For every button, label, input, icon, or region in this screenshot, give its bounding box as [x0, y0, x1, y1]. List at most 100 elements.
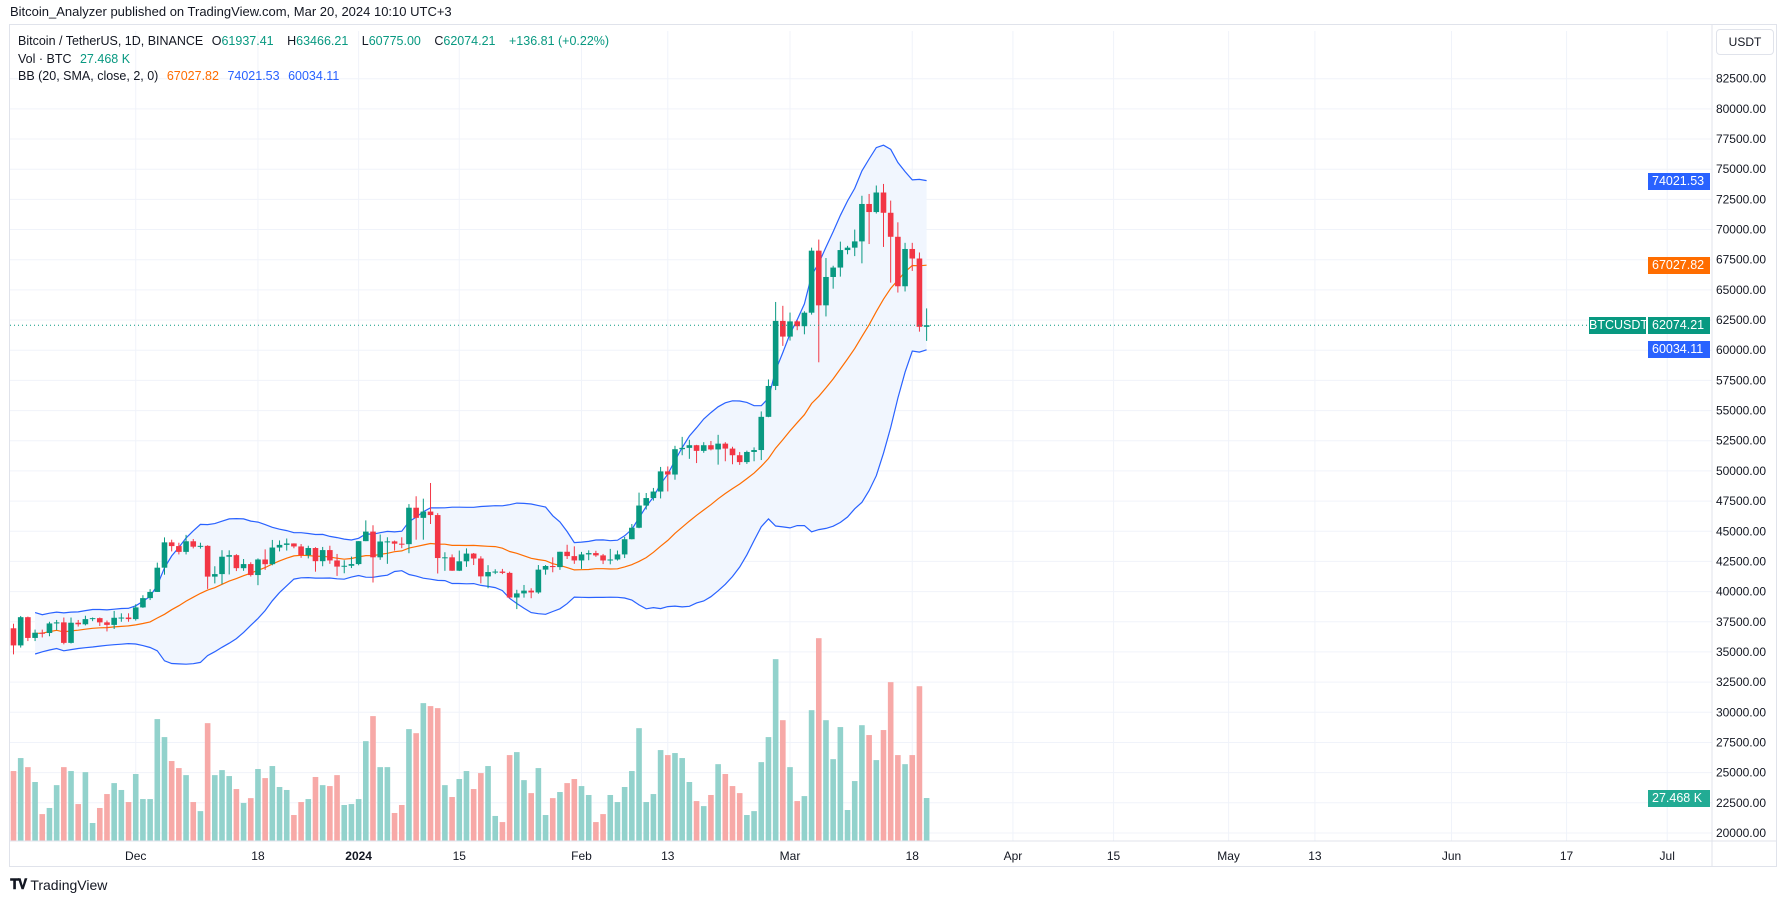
candle-body	[370, 531, 376, 558]
candle-body	[25, 617, 31, 638]
candle	[815, 239, 822, 363]
price-tick-label: 37500.00	[1716, 615, 1766, 629]
currency-button[interactable]: USDT	[1716, 29, 1774, 55]
volume-bar	[111, 783, 117, 841]
candle	[823, 258, 829, 317]
candle	[780, 305, 786, 346]
candle	[226, 550, 232, 575]
candle-body	[75, 622, 82, 625]
candle-body	[161, 542, 168, 568]
candle	[298, 544, 304, 558]
candle	[492, 569, 499, 575]
candle	[363, 520, 369, 542]
volume-bar	[427, 706, 434, 841]
volume-bar	[61, 767, 67, 841]
candle-body	[643, 498, 650, 506]
volume-bar	[895, 755, 901, 841]
candle	[902, 242, 908, 292]
candle-body	[226, 555, 232, 557]
candle	[183, 534, 189, 555]
candle-body	[485, 572, 491, 577]
volume-bar	[140, 799, 146, 841]
candle-body	[111, 617, 117, 625]
candle-body	[514, 593, 520, 598]
candle-body	[528, 590, 534, 593]
candle	[600, 553, 606, 565]
price-tick-label: 60000.00	[1716, 343, 1766, 357]
candle-body	[636, 505, 642, 528]
candle	[283, 538, 290, 551]
candle	[593, 550, 599, 557]
volume-bar	[787, 767, 793, 841]
volume-bar	[514, 752, 520, 841]
time-tick-label: 13	[1308, 849, 1322, 863]
price-tick-label: 20000.00	[1716, 826, 1766, 840]
footer: 𝐓𝐕 TradingView	[10, 876, 107, 893]
time-tick-label: 18	[251, 849, 265, 863]
candle-body	[765, 385, 772, 417]
volume-bar	[154, 719, 161, 841]
volume-bar	[830, 759, 836, 841]
time-tick-label: Dec	[125, 849, 146, 863]
candle	[449, 554, 455, 571]
legend-close: 62074.21	[443, 34, 496, 48]
volume-bar	[312, 776, 319, 841]
candle	[837, 241, 844, 277]
candle	[456, 550, 463, 572]
candle	[391, 540, 398, 551]
candle-body	[233, 555, 240, 569]
volume-bar	[916, 686, 923, 841]
candle	[478, 556, 484, 584]
volume-bar	[269, 766, 276, 841]
candle	[25, 616, 31, 642]
candle-body	[880, 192, 887, 213]
candle	[68, 617, 74, 644]
candle-body	[32, 632, 38, 638]
candle	[247, 562, 254, 577]
volume-bar	[276, 787, 283, 841]
candle-body	[787, 321, 793, 337]
candle	[542, 565, 549, 575]
footer-brand: TradingView	[30, 876, 108, 893]
volume-bar	[578, 786, 585, 841]
candle	[319, 546, 326, 567]
volume-bar	[17, 758, 24, 841]
candle-body	[650, 491, 657, 499]
volume-bar	[53, 785, 60, 841]
candle-body	[355, 541, 362, 565]
time-tick-label: 13	[661, 849, 675, 863]
volume-bar	[585, 794, 592, 841]
candle-body	[291, 543, 297, 547]
legend-symbol: Bitcoin / TetherUS, 1D, BINANCE	[18, 34, 204, 48]
candle	[485, 565, 491, 589]
chart-frame	[9, 24, 1777, 867]
volume-bar	[226, 776, 232, 841]
volume-bar	[614, 802, 621, 841]
volume-bar	[413, 733, 419, 841]
candle	[406, 504, 412, 554]
price-tick-label: 22500.00	[1716, 796, 1766, 810]
volume-bar	[664, 755, 671, 841]
volume-bar	[470, 789, 477, 841]
candle	[262, 549, 268, 570]
candle	[118, 613, 125, 622]
volume-bar	[729, 786, 736, 841]
candle-body	[398, 543, 405, 545]
candle-body	[442, 557, 448, 559]
candle	[82, 615, 89, 626]
price-tick-label: 62500.00	[1716, 313, 1766, 327]
tradingview-logo-icon: 𝐓𝐕	[10, 876, 27, 892]
candle	[10, 623, 17, 655]
volume-bar	[319, 785, 326, 841]
volume-bar	[636, 728, 642, 841]
volume-bar	[132, 774, 139, 841]
candle-body	[391, 541, 398, 544]
legend-c-label: C	[434, 34, 444, 48]
candle-body	[183, 541, 189, 552]
volume-bar	[643, 802, 650, 841]
candle	[32, 629, 38, 642]
candle	[506, 571, 513, 599]
candle-body	[700, 445, 707, 451]
candle	[204, 545, 211, 589]
